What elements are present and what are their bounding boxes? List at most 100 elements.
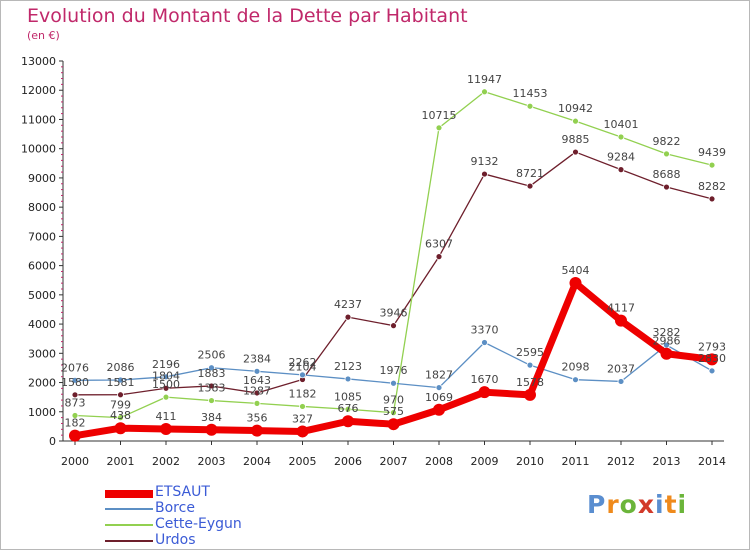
data-label-etsaut: 2986 bbox=[653, 335, 681, 348]
data-point-cette-eygun bbox=[435, 124, 443, 132]
data-point-urdos bbox=[253, 389, 261, 397]
logo-letter: i bbox=[677, 490, 688, 519]
x-tick-label: 2007 bbox=[380, 455, 408, 468]
data-point-cette-eygun bbox=[526, 102, 534, 110]
legend: ETSAUT Borce Cette-Eygun Urdos bbox=[105, 484, 355, 549]
legend-swatch bbox=[105, 540, 153, 542]
data-point-borce bbox=[708, 367, 716, 375]
data-point-etsaut bbox=[296, 425, 309, 438]
data-label-urdos: 8688 bbox=[653, 168, 681, 181]
data-point-borce bbox=[526, 361, 534, 369]
data-label-urdos: 1804 bbox=[152, 369, 180, 382]
data-label-borce: 2384 bbox=[243, 352, 271, 365]
x-tick-label: 2001 bbox=[107, 455, 135, 468]
y-tick-label: 8000 bbox=[28, 201, 56, 214]
data-point-borce bbox=[344, 375, 352, 383]
data-point-urdos bbox=[344, 313, 352, 321]
data-point-borce bbox=[572, 376, 579, 384]
data-label-cette-eygun: 1287 bbox=[243, 384, 271, 397]
legend-item-etsaut[interactable]: ETSAUT bbox=[105, 484, 355, 501]
data-point-cette-eygun bbox=[481, 88, 488, 96]
y-tick-label: 6000 bbox=[28, 260, 56, 273]
logo-letter: t bbox=[664, 490, 678, 519]
x-tick-label: 2008 bbox=[425, 455, 453, 468]
y-tick-label: 12000 bbox=[21, 84, 56, 97]
logo-letter: x bbox=[637, 490, 655, 519]
data-label-urdos: 8721 bbox=[516, 167, 544, 180]
data-label-etsaut: 5404 bbox=[562, 264, 590, 277]
data-point-urdos bbox=[708, 195, 716, 203]
x-tick-label: 2014 bbox=[698, 455, 726, 468]
data-label-etsaut: 356 bbox=[247, 412, 268, 425]
legend-swatch bbox=[105, 508, 153, 510]
data-point-etsaut bbox=[706, 353, 718, 366]
data-point-borce bbox=[617, 378, 625, 385]
data-label-urdos: 1883 bbox=[198, 367, 226, 380]
data-label-borce: 2123 bbox=[334, 360, 362, 373]
data-label-cette-eygun: 799 bbox=[110, 399, 131, 412]
chart-subtitle: (en €) bbox=[27, 29, 60, 42]
data-label-etsaut: 4117 bbox=[607, 302, 635, 315]
chart-title: Evolution du Montant de la Dette par Hab… bbox=[27, 5, 468, 27]
data-point-etsaut bbox=[251, 424, 263, 437]
x-tick-label: 2013 bbox=[653, 455, 681, 468]
legend-label: Urdos bbox=[155, 532, 196, 548]
data-point-cette-eygun bbox=[390, 409, 397, 417]
legend-item-cette-eygun[interactable]: Cette-Eygun bbox=[105, 516, 355, 533]
data-point-etsaut bbox=[433, 403, 445, 416]
data-label-urdos: 8282 bbox=[698, 180, 726, 193]
data-point-etsaut bbox=[615, 314, 627, 327]
x-tick-label: 2003 bbox=[198, 455, 226, 468]
x-tick-label: 2005 bbox=[289, 455, 317, 468]
data-label-borce: 3282 bbox=[653, 326, 681, 339]
x-tick-label: 2012 bbox=[607, 455, 635, 468]
data-label-etsaut: 384 bbox=[201, 411, 222, 424]
data-point-urdos bbox=[390, 322, 397, 330]
data-point-borce bbox=[253, 367, 261, 375]
data-label-cette-eygun: 10942 bbox=[558, 102, 593, 115]
proxiti-logo: Proxiti bbox=[587, 490, 687, 519]
legend-item-borce[interactable]: Borce bbox=[105, 500, 355, 517]
data-point-etsaut bbox=[342, 415, 354, 428]
data-point-etsaut bbox=[387, 418, 400, 431]
data-point-borce bbox=[481, 339, 488, 346]
data-label-cette-eygun: 1085 bbox=[334, 390, 362, 403]
data-label-etsaut: 411 bbox=[156, 410, 177, 423]
data-point-urdos bbox=[117, 391, 124, 399]
data-label-etsaut: 676 bbox=[338, 402, 359, 415]
data-point-cette-eygun bbox=[253, 399, 261, 407]
data-label-borce: 1827 bbox=[425, 369, 453, 382]
y-tick-label: 7000 bbox=[28, 230, 56, 243]
data-label-borce: 3370 bbox=[471, 323, 499, 336]
data-point-cette-eygun bbox=[208, 397, 215, 404]
data-label-cette-eygun: 10401 bbox=[604, 118, 639, 131]
data-label-cette-eygun: 1383 bbox=[198, 382, 226, 395]
logo-letter: i bbox=[655, 490, 665, 519]
data-point-etsaut bbox=[569, 277, 582, 290]
x-tick-label: 2009 bbox=[471, 455, 499, 468]
logo-letter: P bbox=[587, 490, 607, 519]
data-label-borce: 2076 bbox=[61, 361, 89, 374]
data-point-borce bbox=[390, 379, 397, 387]
data-label-borce: 2830 bbox=[698, 352, 726, 365]
y-tick-label: 11000 bbox=[21, 113, 56, 126]
data-label-urdos: 4237 bbox=[334, 298, 362, 311]
legend-item-urdos[interactable]: Urdos bbox=[105, 532, 355, 549]
data-label-urdos: 1643 bbox=[243, 374, 271, 387]
data-label-urdos: 3946 bbox=[380, 307, 408, 320]
logo-letter: r bbox=[606, 490, 620, 519]
x-tick-label: 2006 bbox=[334, 455, 362, 468]
legend-swatch bbox=[105, 490, 153, 498]
data-label-etsaut: 327 bbox=[292, 412, 313, 425]
data-point-urdos bbox=[162, 384, 170, 392]
data-label-borce: 2196 bbox=[152, 358, 180, 371]
legend-swatch bbox=[105, 524, 153, 526]
data-label-etsaut: 438 bbox=[110, 409, 131, 422]
data-label-urdos: 1581 bbox=[107, 376, 135, 389]
data-label-cette-eygun: 11947 bbox=[467, 73, 502, 86]
legend-label: Cette-Eygun bbox=[155, 516, 242, 532]
data-point-etsaut bbox=[205, 423, 218, 436]
data-label-etsaut: 182 bbox=[65, 417, 86, 430]
data-point-urdos bbox=[481, 170, 488, 178]
